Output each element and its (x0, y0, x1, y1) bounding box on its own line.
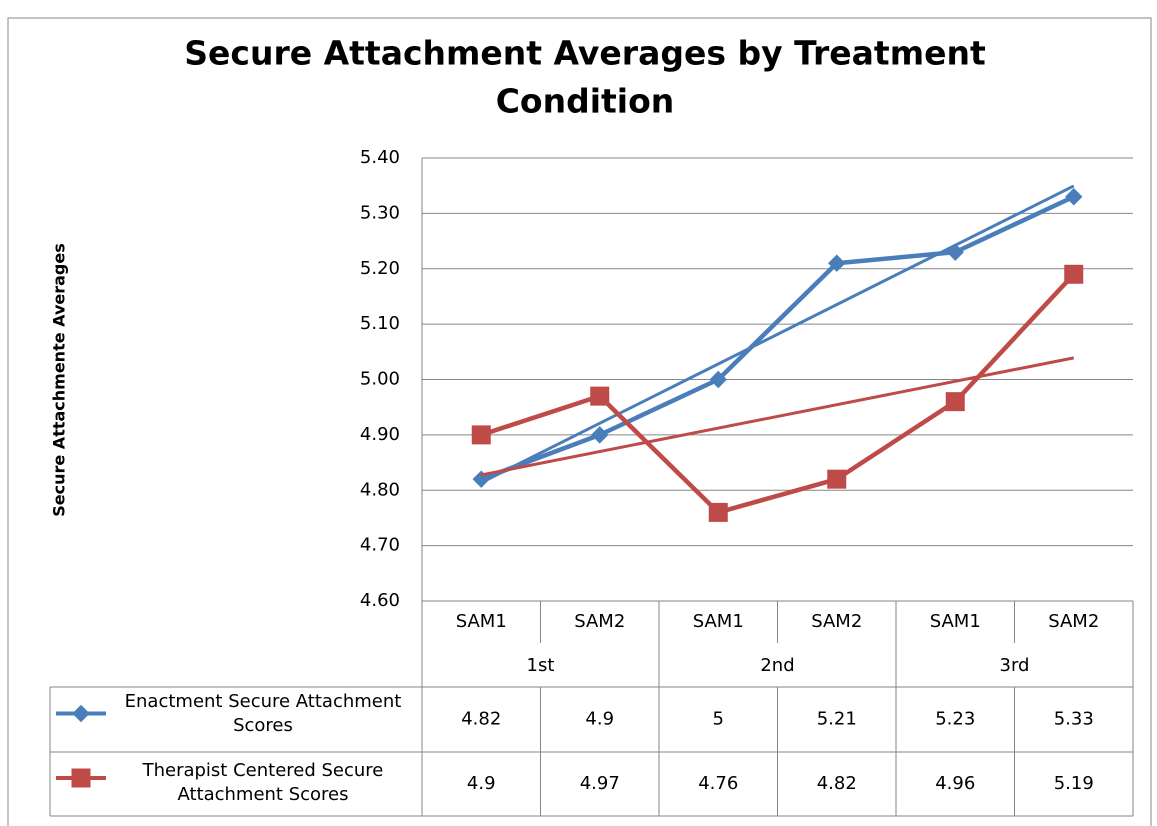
y-tick-label: 4.70 (360, 535, 400, 556)
chart-title: Condition (496, 82, 675, 121)
table-value: 4.9 (467, 773, 496, 794)
point (1065, 188, 1083, 206)
point (471, 425, 491, 445)
table-value: 4.96 (935, 773, 975, 794)
x-tick-label: SAM2 (574, 611, 625, 632)
legend-label: Enactment Secure Attachment Scores (124, 691, 402, 736)
point (709, 370, 727, 389)
table-value: 4.9 (585, 709, 614, 730)
x-tick-label: SAM1 (456, 611, 507, 632)
table-value: 5.21 (817, 709, 857, 730)
chart-title: Secure Attachment Averages by Treatment (184, 34, 986, 73)
point (591, 426, 609, 444)
legend-marker (72, 704, 90, 723)
point (708, 502, 728, 522)
group-label: 1st (527, 655, 555, 676)
series-line (480, 272, 1076, 515)
legend-marker (71, 768, 91, 788)
table-value: 5.19 (1054, 773, 1094, 794)
x-tick-label: SAM2 (1048, 611, 1099, 632)
group-label: 2nd (760, 655, 794, 676)
table-value: 5.33 (1054, 709, 1094, 730)
y-tick-label: 4.90 (360, 424, 400, 445)
chart-frame (7, 17, 1152, 826)
y-tick-label: 4.60 (360, 590, 400, 611)
y-tick-label: 5.00 (360, 369, 400, 390)
x-tick-label: SAM2 (811, 611, 862, 632)
x-tick-label: SAM1 (930, 611, 981, 632)
table-value: 5 (713, 709, 724, 730)
y-tick-label: 5.20 (360, 258, 400, 279)
table-value: 4.82 (817, 773, 857, 794)
table-value: 4.76 (698, 773, 738, 794)
point (1064, 264, 1084, 284)
y-tick-label: 5.10 (360, 313, 400, 334)
point (827, 469, 847, 489)
point (945, 392, 965, 412)
x-tick-label: SAM1 (693, 611, 744, 632)
series-line (480, 194, 1075, 482)
group-label: 3rd (1000, 655, 1030, 676)
y-tick-label: 5.40 (360, 147, 400, 168)
point (590, 386, 610, 406)
y-axis-label: Secure Attachmente Averages (50, 243, 69, 517)
trendline (480, 184, 1075, 484)
y-tick-label: 4.80 (360, 479, 400, 500)
legend-label: Therapist Centered Secure Attachment Sco… (142, 760, 384, 805)
table-value: 4.82 (461, 709, 501, 730)
point (828, 254, 846, 272)
table-value: 5.23 (935, 709, 975, 730)
table-value: 4.97 (580, 773, 620, 794)
y-tick-label: 5.30 (360, 202, 400, 223)
point (946, 243, 964, 261)
trendline (480, 356, 1075, 477)
